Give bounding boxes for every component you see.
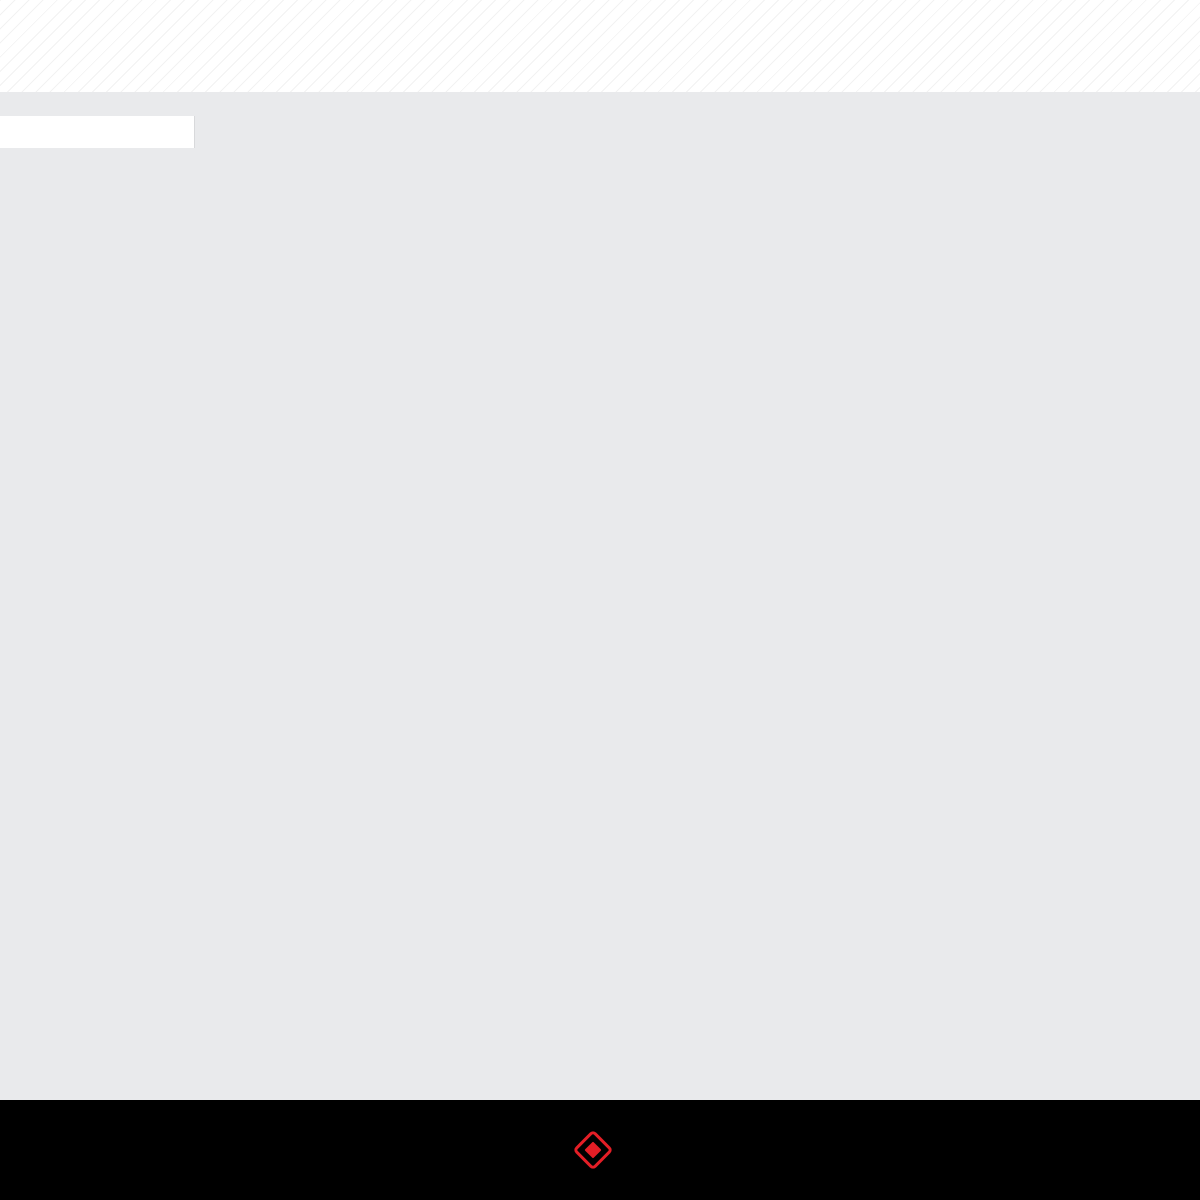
fullstack-logo-icon <box>572 1129 614 1171</box>
super-header <box>195 92 1200 116</box>
footer <box>0 1100 1200 1200</box>
language-header <box>0 116 195 148</box>
column-header-row <box>0 116 1200 148</box>
table <box>0 92 1200 148</box>
header <box>0 0 1200 92</box>
